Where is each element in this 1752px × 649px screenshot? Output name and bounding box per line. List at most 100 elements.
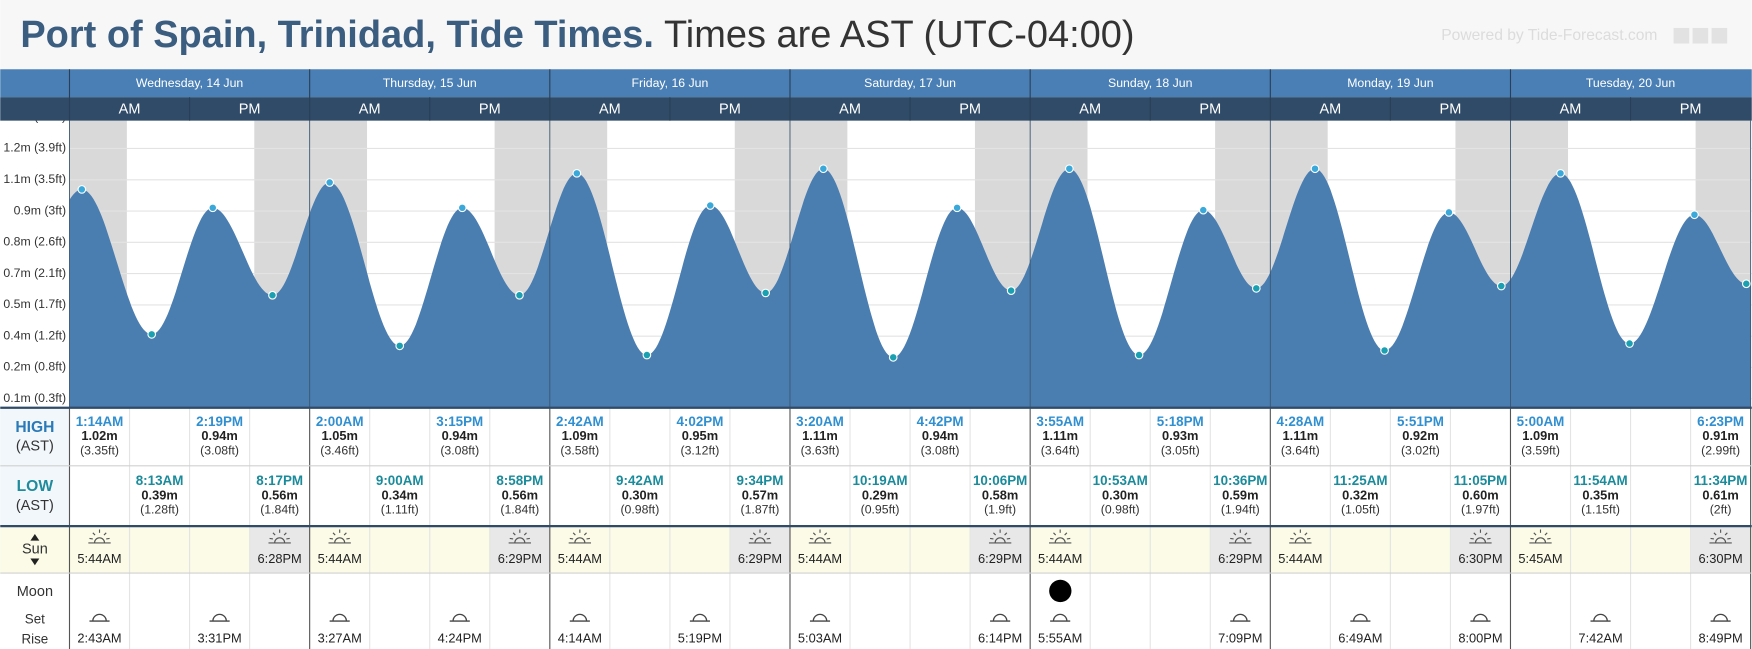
sunset-time: 6:29PM bbox=[1218, 551, 1262, 566]
tide-height: 1.11m bbox=[802, 428, 838, 443]
tide-time: 1:14AM bbox=[76, 414, 124, 429]
sunrise-time: 5:44AM bbox=[558, 551, 602, 566]
y-tick-label: 0.2m (0.8ft) bbox=[3, 360, 66, 374]
y-tick-label: 0.8m (2.6ft) bbox=[3, 235, 66, 249]
tide-height-ft: (3.46ft) bbox=[320, 444, 359, 458]
sun-icon-ray bbox=[92, 532, 96, 536]
sun-night-cell bbox=[489, 526, 550, 574]
tide-height: 0.61m bbox=[1702, 487, 1738, 502]
moon-icon-arc bbox=[212, 613, 227, 622]
sunset-time: 6:29PM bbox=[498, 551, 542, 566]
moon-time: 6:49AM bbox=[1338, 630, 1382, 645]
am-label: AM bbox=[119, 101, 141, 117]
sun-icon-ray bbox=[812, 532, 816, 536]
sun-icon-ray bbox=[269, 537, 274, 540]
y-tick-label: 0.9m (3ft) bbox=[14, 203, 66, 217]
sunset-time: 6:29PM bbox=[738, 551, 782, 566]
sun-icon bbox=[328, 529, 351, 544]
sun-night-cell bbox=[970, 526, 1031, 574]
sun-icon-ray bbox=[1233, 532, 1237, 536]
sun-icon-ray bbox=[1004, 532, 1008, 536]
tide-time: 4:28AM bbox=[1277, 414, 1325, 429]
moon-time: 7:42AM bbox=[1578, 630, 1622, 645]
moon-time: 4:24PM bbox=[438, 630, 482, 645]
sunrise-time: 5:45AM bbox=[1518, 551, 1562, 566]
sun-icon-ray bbox=[1290, 537, 1294, 540]
moon-icon-arc bbox=[1232, 613, 1248, 622]
sun-icon-arc bbox=[1294, 537, 1306, 543]
tide-height-ft: (2ft) bbox=[1710, 503, 1732, 517]
sun-icon-arc bbox=[574, 537, 586, 543]
tide-height: 0.93m bbox=[1162, 428, 1198, 443]
sun-icon-ray bbox=[586, 537, 590, 540]
tide-height-ft: (1.15ft) bbox=[1581, 503, 1620, 517]
sun-night-cell bbox=[1210, 526, 1271, 574]
tide-time: 11:34PM bbox=[1694, 473, 1748, 488]
moon-icon bbox=[1050, 613, 1071, 622]
sun-icon-ray bbox=[826, 537, 831, 540]
unit-icon bbox=[1711, 27, 1728, 44]
tide-height-ft: (3.58ft) bbox=[560, 444, 599, 458]
sunrise-time: 5:44AM bbox=[77, 551, 121, 566]
tide-height: 0.60m bbox=[1462, 487, 1498, 502]
sun-icon-ray bbox=[1006, 537, 1011, 540]
sun-icon-ray bbox=[749, 537, 754, 540]
sun-icon-arc bbox=[814, 537, 826, 543]
day-label: Monday, 19 Jun bbox=[1347, 76, 1434, 90]
sunset-time: 6:29PM bbox=[978, 551, 1022, 566]
sun-icon-arc bbox=[994, 537, 1006, 543]
sun-icon-ray bbox=[1484, 532, 1488, 536]
tide-height-ft: (3.64ft) bbox=[1041, 444, 1080, 458]
moon-icon bbox=[1350, 613, 1371, 622]
tide-height-ft: (3.05ft) bbox=[1161, 444, 1200, 458]
sunrise-time: 5:44AM bbox=[318, 551, 362, 566]
high-tide-point bbox=[77, 185, 87, 194]
sun-icon-arc bbox=[514, 537, 526, 543]
y-tick-label: 1.1m (3.5ft) bbox=[3, 172, 66, 186]
tide-height: 0.39m bbox=[141, 487, 177, 502]
tide-height: 0.95m bbox=[682, 428, 718, 443]
high-tide-point bbox=[1198, 205, 1208, 215]
low-tide-point bbox=[395, 341, 405, 351]
tide-height: 1.11m bbox=[1042, 428, 1078, 443]
tide-height: 1.09m bbox=[562, 428, 598, 443]
moon-icon-arc bbox=[452, 613, 468, 622]
ampm-band bbox=[0, 97, 1752, 121]
sun-icon-ray bbox=[526, 537, 530, 540]
high-tide-point bbox=[818, 164, 828, 174]
moon-time: 8:00PM bbox=[1458, 630, 1502, 645]
sun-icon bbox=[748, 529, 772, 544]
low-tide-point bbox=[147, 329, 157, 339]
moon-icon bbox=[449, 613, 470, 622]
moon-icon-arc bbox=[1713, 613, 1728, 622]
tide-height-ft: (3.59ft) bbox=[1521, 444, 1560, 458]
page-title: Port of Spain, Trinidad, Tide Times. Time… bbox=[20, 14, 1134, 56]
am-label: AM bbox=[599, 101, 621, 117]
sunset-time: 6:30PM bbox=[1699, 551, 1743, 566]
low-tide-point bbox=[1134, 350, 1144, 360]
moon-icon bbox=[1710, 613, 1731, 622]
y-tick-label: 0.7m (2.1ft) bbox=[3, 266, 66, 280]
moon-icon-arc bbox=[1593, 613, 1608, 622]
moon-icon-arc bbox=[812, 613, 828, 622]
powered-by: Powered by Tide-Forecast.com bbox=[1441, 27, 1657, 44]
am-label: AM bbox=[1319, 101, 1341, 117]
tide-height: 0.29m bbox=[862, 487, 898, 502]
day-label: Thursday, 15 Jun bbox=[383, 76, 477, 90]
low-tide-point bbox=[1006, 286, 1016, 295]
day-label: Wednesday, 14 Jun bbox=[136, 76, 243, 90]
tide-height: 0.58m bbox=[982, 487, 1018, 502]
sunrise-time: 5:44AM bbox=[1278, 551, 1322, 566]
sun-icon-arc bbox=[274, 537, 286, 543]
unit-icon bbox=[1673, 27, 1690, 44]
row-label: LOW bbox=[17, 478, 54, 495]
low-tide-point bbox=[761, 288, 770, 298]
high-row-label-bg bbox=[0, 407, 70, 466]
row-label: Set bbox=[25, 612, 45, 627]
sun-icon-ray bbox=[569, 537, 574, 540]
moon-icon-arc bbox=[572, 613, 588, 622]
tide-time: 8:58PM bbox=[496, 473, 543, 488]
moon-icon bbox=[89, 613, 110, 622]
row-label: (AST) bbox=[16, 498, 54, 514]
